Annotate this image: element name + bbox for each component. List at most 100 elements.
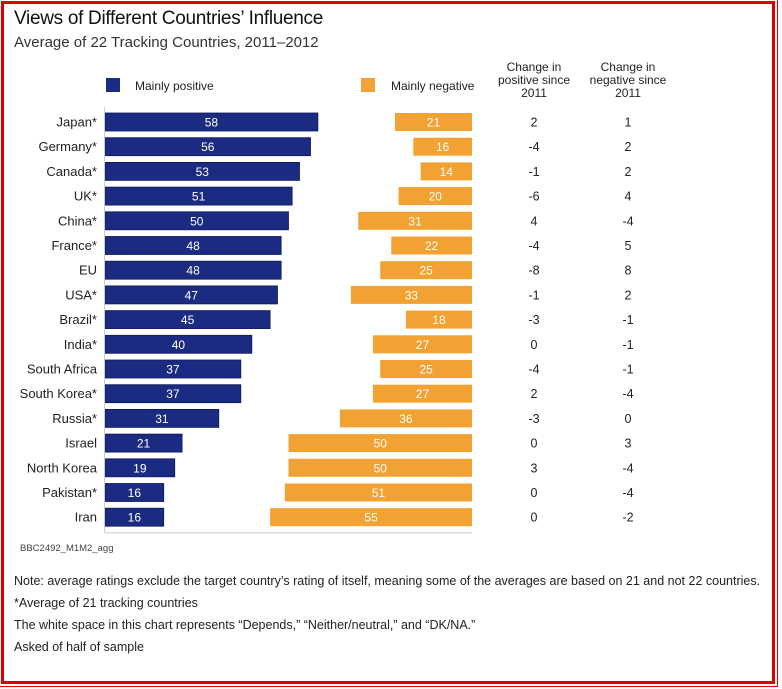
data-label-negative: 25 — [419, 264, 433, 278]
data-label-positive: 56 — [201, 140, 215, 154]
data-label-negative: 33 — [405, 288, 419, 302]
change-negative-value: -1 — [622, 313, 633, 327]
header-line: Change in — [600, 60, 656, 74]
data-label-positive: 45 — [181, 313, 195, 327]
data-label-positive: 16 — [128, 511, 142, 525]
data-label-negative: 20 — [429, 190, 443, 204]
category-label: Brazil* — [59, 312, 97, 327]
column-header-positive-change: Change in positive since 2011 — [479, 61, 589, 100]
data-label-negative: 25 — [419, 363, 433, 377]
header-line: Change in — [506, 60, 562, 74]
category-label: France* — [51, 238, 97, 253]
header-line: negative since — [589, 73, 667, 87]
change-negative-value: 3 — [625, 437, 632, 451]
change-positive-value: -4 — [528, 239, 539, 253]
bar-negative — [372, 384, 472, 403]
note-1: Note: average ratings exclude the target… — [14, 574, 761, 588]
data-label-negative: 21 — [427, 116, 441, 130]
category-label: South Africa — [27, 362, 98, 377]
data-label-positive: 31 — [155, 412, 169, 426]
legend-label-positive: Mainly positive — [135, 79, 214, 93]
legend-swatch-positive — [106, 78, 120, 92]
note-2: *Average of 21 tracking countries — [14, 596, 198, 610]
chart-title: Views of Different Countries’ Influence — [14, 8, 324, 29]
change-negative-value: -1 — [622, 363, 633, 377]
data-label-negative: 50 — [374, 437, 388, 451]
data-label-negative: 36 — [399, 412, 413, 426]
bar-negative — [270, 508, 472, 527]
bar-negative — [380, 360, 472, 378]
change-negative-value: -4 — [622, 461, 633, 475]
change-negative-value: 5 — [625, 239, 632, 253]
change-positive-value: -4 — [528, 363, 539, 377]
data-label-positive: 58 — [205, 116, 219, 130]
bar-negative — [398, 187, 472, 206]
note-4: Asked of half of sample — [14, 640, 144, 654]
data-label-positive: 21 — [137, 437, 151, 451]
change-negative-value: 8 — [625, 264, 632, 278]
bar-negative — [420, 162, 472, 181]
change-positive-value: 0 — [531, 338, 538, 352]
change-negative-value: 2 — [625, 288, 632, 302]
data-label-negative: 31 — [408, 214, 422, 228]
category-label: China* — [58, 213, 97, 228]
change-negative-value: 4 — [625, 190, 632, 204]
data-label-positive: 19 — [133, 461, 147, 475]
data-label-positive: 16 — [128, 486, 142, 500]
change-positive-value: 0 — [531, 486, 538, 500]
change-positive-value: 2 — [531, 387, 538, 401]
change-negative-value: -4 — [622, 387, 633, 401]
note-3: The white space in this chart represents… — [14, 618, 476, 632]
change-positive-value: -6 — [528, 190, 539, 204]
bar-negative — [288, 458, 472, 477]
change-positive-value: 0 — [531, 511, 538, 525]
category-label: Iran — [75, 510, 97, 525]
data-label-negative: 16 — [436, 140, 450, 154]
bar-negative — [380, 261, 472, 280]
source-code: BBC2492_M1M2_agg — [20, 543, 114, 554]
category-label: South Korea* — [20, 386, 97, 401]
change-positive-value: 2 — [531, 116, 538, 130]
change-negative-value: 1 — [625, 116, 632, 130]
legend-swatch-negative — [361, 78, 375, 92]
bar-negative — [372, 335, 472, 354]
data-label-positive: 37 — [166, 363, 180, 377]
category-label: USA* — [65, 287, 97, 302]
category-label: Japan* — [57, 115, 97, 130]
change-negative-value: 2 — [625, 165, 632, 179]
data-label-negative: 27 — [416, 387, 430, 401]
change-negative-value: -4 — [622, 214, 633, 228]
bar-negative — [405, 310, 472, 329]
legend-label-negative: Mainly negative — [391, 79, 475, 93]
category-label: Israel — [65, 436, 97, 451]
header-line: 2011 — [615, 86, 641, 100]
data-label-negative: 51 — [372, 486, 386, 500]
header-line: 2011 — [521, 86, 547, 100]
column-header-negative-change: Change in negative since 2011 — [573, 61, 683, 100]
data-label-positive: 48 — [186, 264, 200, 278]
data-label-negative: 22 — [425, 239, 439, 253]
data-label-negative: 50 — [374, 461, 388, 475]
change-positive-value: -1 — [528, 288, 539, 302]
change-negative-value: -1 — [622, 338, 633, 352]
category-label: Canada* — [46, 164, 97, 179]
bar-negative — [339, 409, 472, 428]
change-negative-value: 2 — [625, 140, 632, 154]
category-label: UK* — [74, 189, 97, 204]
category-label: Pakistan* — [42, 485, 97, 500]
bar-negative — [413, 137, 472, 156]
data-label-positive: 47 — [185, 288, 199, 302]
change-positive-value: -8 — [528, 264, 539, 278]
bar-negative — [284, 483, 472, 502]
change-negative-value: 0 — [625, 412, 632, 426]
change-positive-value: 3 — [531, 461, 538, 475]
change-positive-value: -4 — [528, 140, 539, 154]
data-label-positive: 48 — [186, 239, 200, 253]
bar-negative — [394, 113, 472, 131]
change-negative-value: -2 — [622, 511, 633, 525]
category-label: Germany* — [38, 139, 97, 154]
change-positive-value: 4 — [531, 214, 538, 228]
bar-negative — [350, 285, 472, 304]
data-label-positive: 51 — [192, 190, 206, 204]
